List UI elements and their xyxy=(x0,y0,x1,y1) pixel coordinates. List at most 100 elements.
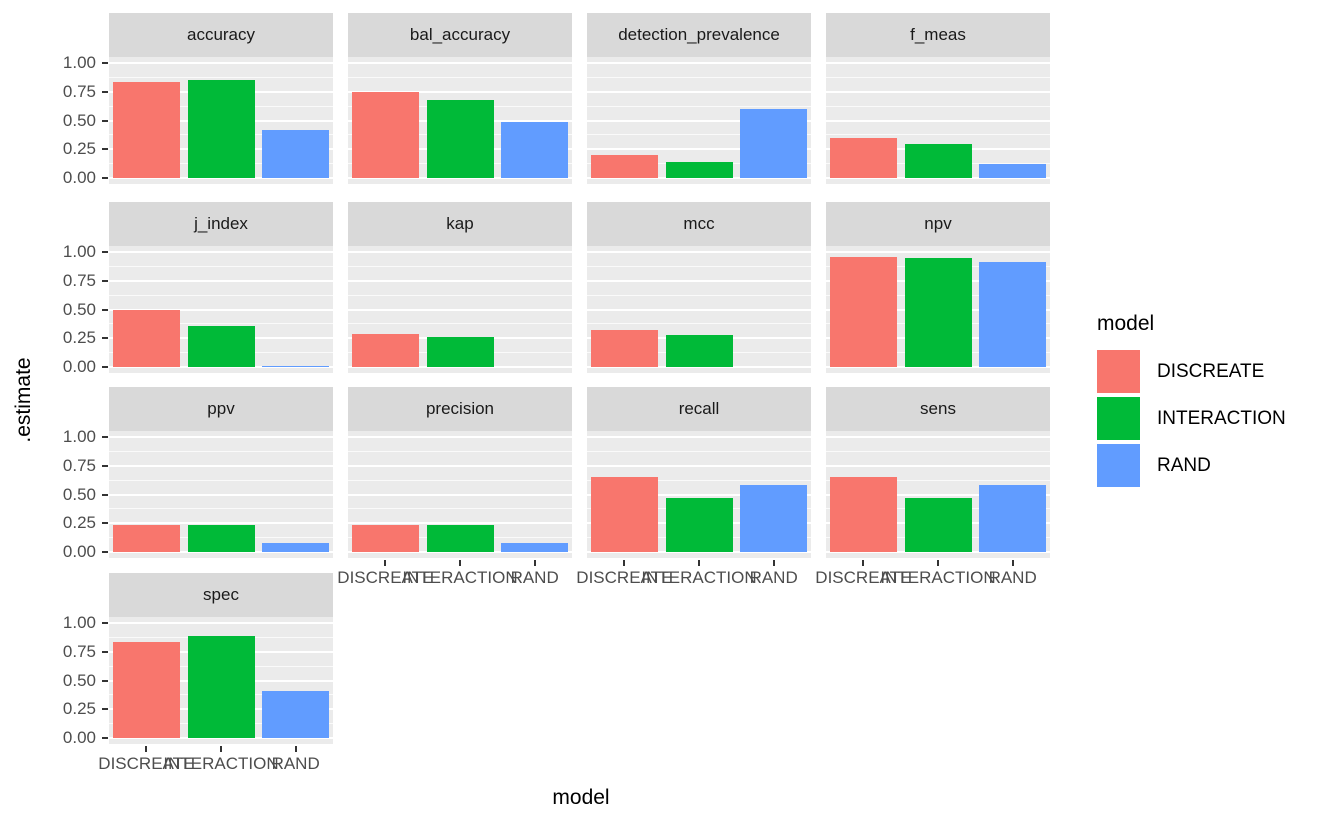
x-tick-mark xyxy=(862,560,865,566)
gridline-major xyxy=(109,436,333,439)
y-tick-label: 0.25 xyxy=(62,328,96,348)
gridline-major xyxy=(348,251,572,254)
facet-ppv: ppv xyxy=(109,387,333,558)
facet-recall: recall DISCREATE INTERACTION RAND xyxy=(576,387,811,587)
x-tick-mark xyxy=(772,560,775,566)
facet-strip-label: spec xyxy=(203,585,239,604)
gridline-minor xyxy=(109,508,333,510)
y-tick-mark xyxy=(102,62,108,65)
legend-entries: DISCREATE INTERACTION RAND xyxy=(1097,350,1286,487)
y-tick-label: 0.00 xyxy=(62,727,96,747)
gridline-major xyxy=(109,62,333,65)
facet-accuracy: accuracy xyxy=(109,13,333,184)
gridline-major xyxy=(587,436,811,439)
x-tick-label: DISCREATE xyxy=(337,568,434,587)
gridline-minor xyxy=(587,479,811,481)
facet-f_meas: f_meas xyxy=(826,13,1050,184)
gridline-major xyxy=(348,62,572,65)
gridline-minor xyxy=(587,294,811,296)
facet-panel xyxy=(587,431,811,558)
y-tick-mark xyxy=(102,493,108,496)
facet-strip-label: mcc xyxy=(683,214,715,233)
x-tick-mark xyxy=(384,560,387,566)
gridline-minor xyxy=(348,77,572,79)
y-tick-label: 1.00 xyxy=(62,242,96,262)
bar-discreate xyxy=(590,329,658,367)
facet-strip: precision xyxy=(348,387,572,431)
bar-discreate xyxy=(112,524,180,552)
x-tick-label: INTERACTION xyxy=(402,568,518,587)
y-tick-mark xyxy=(102,90,108,93)
gridline-major xyxy=(348,90,572,93)
gridline-major xyxy=(587,279,811,282)
facet-strip: f_meas xyxy=(826,13,1050,57)
facet-strip-label: npv xyxy=(924,214,952,233)
gridline-major xyxy=(587,90,811,93)
x-tick-label: DISCREATE xyxy=(815,568,912,587)
x-tick-mark xyxy=(459,560,461,566)
legend: model DISCREATE INTERACTION RAND xyxy=(1097,312,1286,491)
bar-interaction xyxy=(904,143,972,178)
y-tick-label: 0.50 xyxy=(62,110,96,130)
bar-interaction xyxy=(665,334,733,367)
gridline-major xyxy=(826,493,1050,496)
gridline-major xyxy=(109,522,333,525)
legend-title: model xyxy=(1097,312,1155,335)
facet-panel xyxy=(109,246,333,373)
facet-strip: recall xyxy=(587,387,811,431)
gridline-minor xyxy=(826,77,1050,79)
facet-spec: spec DISCREATE INTERACTION RAND xyxy=(98,573,333,773)
y-tick-label: 1.00 xyxy=(62,53,96,73)
y-axis-title: .estimate xyxy=(12,357,35,443)
legend-entry-interaction: INTERACTION xyxy=(1097,397,1286,440)
legend-entry-label: DISCREATE xyxy=(1157,360,1265,382)
y-tick-mark xyxy=(102,251,108,254)
facet-strip-label: j_index xyxy=(194,214,248,233)
bar-rand xyxy=(262,365,330,367)
bar-discreate xyxy=(829,137,897,178)
bar-interaction xyxy=(426,524,494,552)
legend-key-swatch xyxy=(1097,397,1140,440)
facet-j_index: j_index xyxy=(109,202,333,373)
legend-entry-discreate: DISCREATE xyxy=(1097,350,1286,393)
bar-discreate xyxy=(590,476,658,552)
facet-detection_prevalence: detection_prevalence xyxy=(587,13,811,184)
y-tick-label: 1.00 xyxy=(62,613,96,633)
x-tick-mark xyxy=(937,560,939,566)
gridline-major xyxy=(109,464,333,467)
bar-discreate xyxy=(829,256,897,367)
gridline-major xyxy=(109,622,333,625)
y-tick-mark xyxy=(102,522,108,525)
legend-key-swatch xyxy=(1097,444,1140,487)
gridline-major xyxy=(587,493,811,496)
bar-interaction xyxy=(426,99,494,178)
y-tick-mark xyxy=(102,148,108,151)
facet-mcc: mcc xyxy=(587,202,811,373)
x-tick-label: RAND xyxy=(988,568,1037,587)
gridline-major xyxy=(826,90,1050,93)
gridline-minor xyxy=(109,294,333,296)
facet-npv: npv xyxy=(826,202,1050,373)
gridline-minor xyxy=(109,266,333,268)
y-tick-mark xyxy=(102,708,108,711)
y-tick-mark xyxy=(102,650,108,653)
y-tick-label: 0.25 xyxy=(62,699,96,719)
bar-rand xyxy=(740,108,808,178)
y-tick-label: 0.50 xyxy=(62,484,96,504)
gridline-major xyxy=(587,464,811,467)
gridline-minor xyxy=(587,266,811,268)
y-tick-label: 0.50 xyxy=(62,670,96,690)
facet-strip: mcc xyxy=(587,202,811,246)
y-tick-label: 0.75 xyxy=(62,641,96,661)
y-tick-label: 0.75 xyxy=(62,455,96,475)
y-tick-mark xyxy=(102,279,108,282)
x-tick-mark xyxy=(533,560,536,566)
gridline-major xyxy=(826,464,1050,467)
facet-panel xyxy=(587,57,811,184)
y-tick-mark xyxy=(102,550,108,553)
facet-strip-label: f_meas xyxy=(910,25,966,44)
legend-entry-rand: RAND xyxy=(1097,444,1286,487)
y-tick-mark xyxy=(102,679,108,682)
bar-interaction xyxy=(904,257,972,367)
facet-panel xyxy=(348,431,572,558)
